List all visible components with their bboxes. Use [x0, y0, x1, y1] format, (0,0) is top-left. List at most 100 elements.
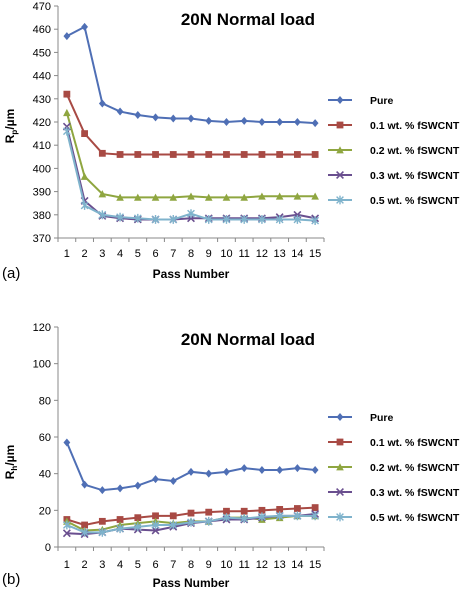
data-point	[223, 507, 230, 515]
legend-label: Pure	[370, 412, 394, 424]
y-axis-title-sub: p	[10, 130, 19, 135]
data-point	[311, 192, 319, 200]
legend-label: Pure	[370, 95, 394, 107]
y-tick-label: 370	[33, 233, 51, 245]
y-tick-label: 80	[39, 395, 51, 407]
data-point	[294, 118, 301, 126]
y-tick-label: 20	[39, 505, 51, 517]
data-point	[204, 516, 213, 526]
data-point	[98, 149, 106, 157]
x-tick-label: 5	[135, 559, 141, 571]
y-axis-title-main: R	[3, 134, 17, 143]
y-axis-title-main: R	[3, 470, 17, 479]
data-point	[63, 90, 71, 98]
data-point	[169, 151, 177, 158]
legend-label: 0.5 wt. % fSWCNT	[370, 195, 460, 207]
x-tick-label: 4	[117, 248, 123, 260]
data-point	[169, 193, 178, 201]
x-tick-label: 8	[188, 559, 194, 571]
data-point	[258, 118, 266, 126]
legend-label: 0.5 wt. % fSWCNT	[370, 512, 460, 524]
data-point	[205, 116, 213, 125]
y-tick-label: 100	[33, 359, 51, 371]
y-tick-label: 0	[45, 542, 51, 554]
data-point	[151, 193, 160, 201]
legend-entry: 0.5 wt. % fSWCNT	[328, 512, 460, 524]
data-point	[311, 511, 320, 521]
y-tick-label: 40	[39, 469, 51, 481]
y-tick-label: 380	[33, 210, 51, 222]
data-point	[258, 512, 266, 522]
data-point	[240, 151, 248, 158]
series-4	[62, 511, 320, 537]
x-tick-label: 3	[99, 559, 105, 571]
data-point	[98, 486, 106, 495]
data-point	[80, 172, 89, 180]
data-point	[311, 216, 320, 225]
x-tick-label: 11	[238, 248, 249, 260]
y-tick-label: 440	[33, 71, 51, 83]
x-tick-label: 13	[274, 559, 286, 571]
y-tick-label: 120	[33, 322, 51, 334]
data-point	[116, 193, 124, 201]
chart-title: 20N Normal load	[181, 330, 315, 349]
x-tick-label: 6	[152, 559, 158, 571]
x-tick-label: 10	[220, 248, 232, 260]
data-point	[63, 32, 71, 41]
series-0	[63, 22, 319, 128]
data-point	[311, 466, 319, 474]
data-point	[294, 464, 301, 473]
data-point	[152, 113, 159, 122]
x-tick-label: 7	[170, 559, 176, 571]
data-point	[169, 477, 177, 485]
x-tick-label: 7	[170, 248, 176, 260]
series-3	[62, 122, 320, 224]
data-point	[133, 522, 142, 532]
legend-marker	[336, 171, 344, 179]
data-point	[258, 192, 266, 200]
x-tick-label: 3	[99, 248, 105, 260]
y-axis-title: Rh/µm	[3, 445, 19, 479]
data-point	[240, 116, 248, 125]
y-tick-label: 430	[33, 94, 51, 106]
data-point	[240, 215, 249, 224]
y-tick-label: 450	[33, 47, 51, 59]
x-tick-label: 2	[82, 559, 88, 571]
y-axis-title-unit: /µm	[3, 445, 17, 466]
x-tick-label: 4	[117, 559, 123, 571]
legend-marker	[336, 195, 344, 205]
data-point	[81, 130, 88, 137]
x-tick-label: 14	[291, 248, 303, 260]
x-tick-label: 11	[238, 559, 249, 571]
data-point	[293, 192, 302, 200]
x-axis-title: Pass Number	[153, 267, 230, 281]
data-point	[152, 475, 159, 484]
data-point	[222, 513, 231, 523]
x-tick-label: 1	[64, 248, 70, 260]
legend-entry: 0.3 wt. % fSWCNT	[328, 170, 460, 182]
data-point	[258, 506, 266, 514]
series-4	[62, 126, 320, 225]
legend-entry: 0.1 wt. % fSWCNT	[328, 437, 460, 449]
x-tick-label: 2	[82, 248, 88, 260]
data-point	[116, 107, 124, 116]
y-tick-label: 390	[33, 187, 51, 199]
legend-label: 0.1 wt. % fSWCNT	[370, 437, 460, 449]
data-point	[293, 511, 302, 521]
legend-entry: Pure	[328, 412, 394, 424]
x-axis-title: Pass Number	[153, 576, 230, 590]
data-point	[134, 193, 142, 201]
legend-marker	[336, 438, 344, 446]
legend-marker	[336, 146, 344, 154]
data-point	[187, 209, 195, 219]
y-tick-label: 420	[33, 117, 51, 129]
y-axis-title-unit: /µm	[3, 109, 17, 130]
data-point	[169, 215, 178, 224]
data-point	[98, 99, 106, 108]
data-point	[223, 467, 230, 476]
data-point	[81, 521, 88, 529]
data-point	[116, 516, 124, 523]
data-point	[134, 514, 142, 522]
data-point	[152, 512, 159, 520]
chart-title: 20N Normal load	[181, 10, 315, 29]
